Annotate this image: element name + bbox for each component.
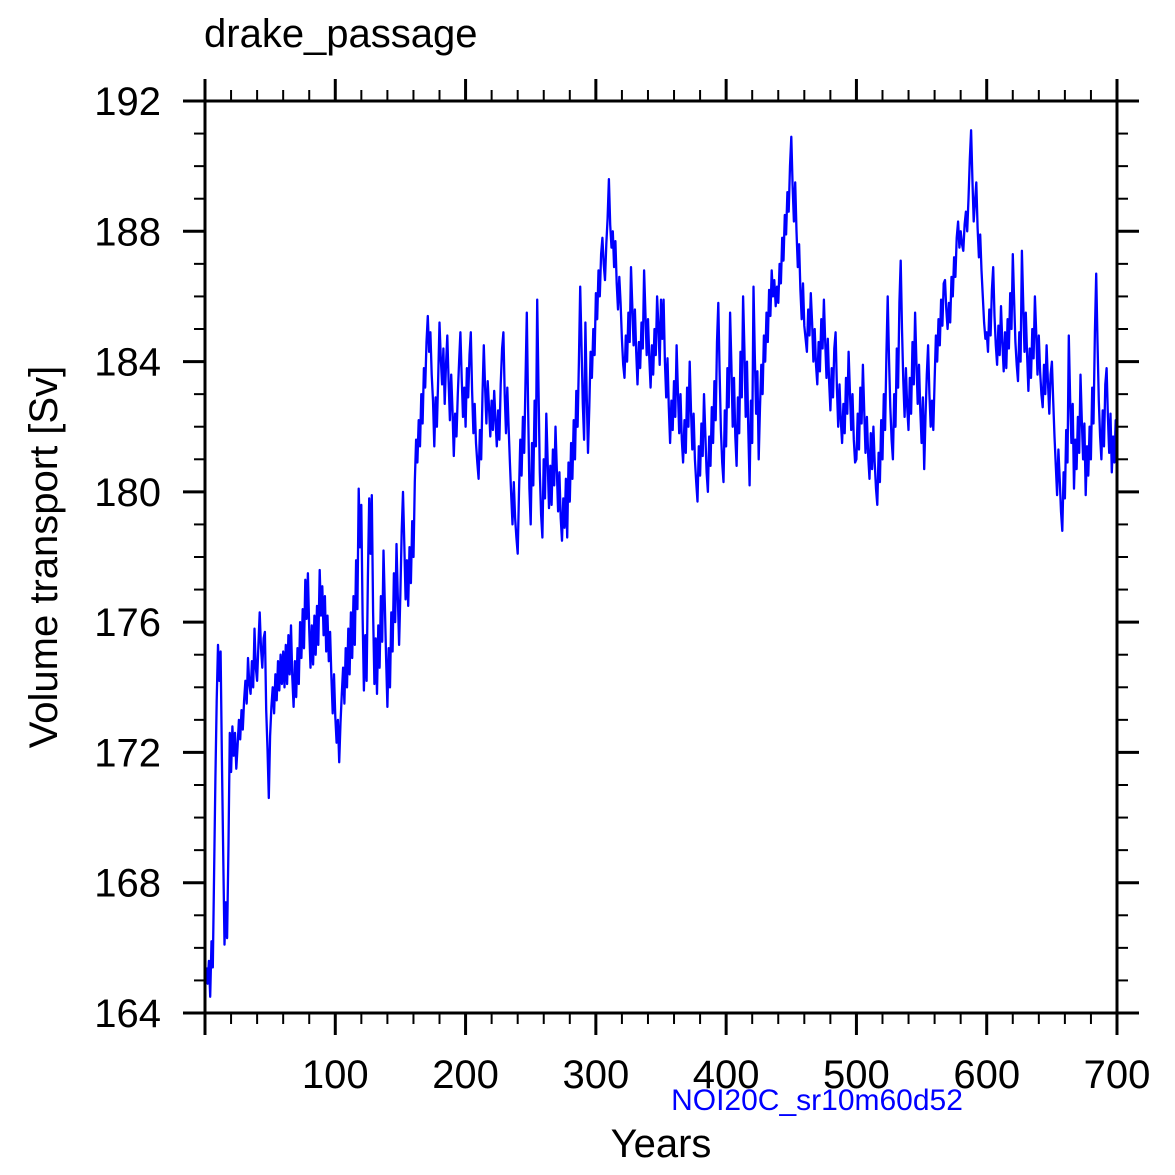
y-tick-label-192: 192 <box>94 80 161 124</box>
x-tick-label-200: 200 <box>432 1053 499 1097</box>
y-tick-label-180: 180 <box>94 471 161 515</box>
axis-tick-labels: 100 200 300 400 500 600 700 164 168 172 176 180 184 1… <box>94 80 1150 1097</box>
x-tick-label-500: 500 <box>823 1053 890 1097</box>
y-tick-label-168: 168 <box>94 862 161 906</box>
y-tick-label-164: 164 <box>94 992 161 1036</box>
plot-frame <box>203 99 1119 1015</box>
y-tick-label-188: 188 <box>94 210 161 254</box>
x-tick-label-100: 100 <box>302 1053 369 1097</box>
dataset-annotation: NOI20C_sr10m60d52 <box>671 1084 963 1117</box>
series-line-drake_passage <box>205 129 1119 998</box>
x-axis-title: Years <box>610 1122 712 1166</box>
y-tick-label-176: 176 <box>94 601 161 645</box>
y-tick-label-172: 172 <box>94 731 161 775</box>
chart-title: drake_passage <box>204 12 478 56</box>
x-tick-label-400: 400 <box>693 1053 760 1097</box>
y-tick-label-184: 184 <box>94 341 161 385</box>
x-tick-label-600: 600 <box>953 1053 1020 1097</box>
axis-ticks <box>183 79 1139 1035</box>
x-tick-label-700: 700 <box>1084 1053 1151 1097</box>
x-tick-label-300: 300 <box>562 1053 629 1097</box>
